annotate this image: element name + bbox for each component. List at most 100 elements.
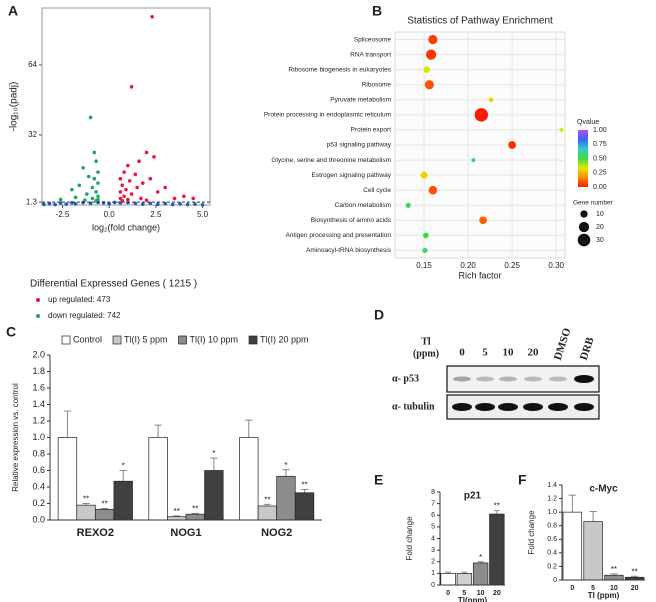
point <box>135 185 139 190</box>
point <box>96 194 100 199</box>
treatment-unit: (ppm) <box>413 348 439 359</box>
bar <box>239 437 259 521</box>
legend-label: Tl(I) 5 ppm <box>124 334 168 344</box>
y-tick-label: 1.4 <box>547 482 557 489</box>
bubble <box>420 171 428 179</box>
bar <box>562 511 583 581</box>
legend-label: up regulated: 473 <box>48 295 111 304</box>
bubble <box>474 108 489 122</box>
y-tick-label: 0.6 <box>32 465 45 475</box>
y-tick-label: 0 <box>431 582 435 589</box>
legend-swatch <box>178 335 187 345</box>
y-tick-label: 7 <box>431 500 435 507</box>
point <box>193 202 197 206</box>
legend-label: Tl(I) 20 ppm <box>260 334 309 344</box>
legend-label: Control <box>73 334 102 344</box>
y-tick-label: 32 <box>28 130 37 139</box>
y-tick-label: 1.0 <box>547 509 557 516</box>
point <box>126 197 130 202</box>
size-legend-marker <box>577 233 591 247</box>
x-tick-label: 10 <box>610 585 618 592</box>
point <box>172 196 177 201</box>
point <box>163 185 167 190</box>
point <box>64 202 69 206</box>
size-legend-marker <box>578 221 590 233</box>
y-tick-label: Glycine, serine and threonine metabolism <box>271 157 391 164</box>
bubble <box>422 247 428 254</box>
bar <box>440 573 456 586</box>
point <box>122 170 126 174</box>
size-legend-label: 30 <box>596 237 604 244</box>
point <box>77 183 82 188</box>
y-axis-label: Relative expression vs. control <box>11 383 20 492</box>
y-tick-label: 5 <box>431 524 435 531</box>
point <box>122 194 126 199</box>
bar <box>489 513 505 586</box>
row-label: α- tubulin <box>392 401 435 412</box>
x-axis-label: Rich factor <box>458 270 501 280</box>
point <box>85 192 89 196</box>
legend-swatch <box>61 335 71 345</box>
y-tick-label: 0.4 <box>32 481 45 491</box>
significance-label: * <box>212 449 215 458</box>
point <box>94 198 98 203</box>
bar <box>57 437 78 521</box>
y-tick-label: Pyruvate metabolism <box>330 97 391 104</box>
point <box>118 190 123 194</box>
bubble <box>488 97 494 103</box>
point <box>96 170 100 174</box>
y-axis-label: Fold change <box>405 516 414 561</box>
bar <box>456 573 473 586</box>
point <box>126 163 130 168</box>
bar <box>148 437 168 521</box>
point <box>144 150 149 155</box>
size-legend-label: 10 <box>596 211 604 218</box>
y-tick-label: Biosynthesis of amino acids <box>311 217 392 224</box>
point <box>58 197 63 202</box>
point <box>101 201 106 205</box>
y-tick-label: Estrogen signaling pathway <box>312 172 392 179</box>
bar <box>583 521 603 581</box>
x-tick-label: 5.0 <box>197 210 209 219</box>
y-tick-label: 0.8 <box>32 448 45 458</box>
point <box>90 185 95 190</box>
y-tick-label: 1.4 <box>32 399 45 409</box>
x-tick-label: 20 <box>631 585 639 592</box>
significance-label: ** <box>83 495 89 504</box>
chart-title: Statistics of Pathway Enrichment <box>407 16 553 27</box>
y-tick-label: 0.0 <box>32 514 45 524</box>
significance-label: ** <box>174 507 180 516</box>
panel-letter: F <box>518 472 527 488</box>
point <box>155 202 160 207</box>
y-tick-label: 1.6 <box>32 382 45 392</box>
panel-letter: B <box>372 3 382 19</box>
chart-title: p21 <box>464 491 482 502</box>
y-tick-label: 0.4 <box>547 550 557 557</box>
bubble <box>559 127 564 132</box>
point <box>94 190 98 194</box>
bubble <box>479 216 487 225</box>
plot-frame <box>41 7 211 206</box>
y-tick-label: 0.8 <box>547 523 557 530</box>
point <box>141 181 145 185</box>
x-tick-label: 0 <box>570 585 574 592</box>
y-tick-label: 1.3 <box>26 197 38 206</box>
bar <box>185 513 205 521</box>
x-tick-label: 20 <box>493 590 501 597</box>
treatment-label: Tl <box>421 336 431 347</box>
point <box>120 198 125 203</box>
y-tick-label: RNA transport <box>350 51 391 58</box>
row-label: α- p53 <box>392 373 419 384</box>
x-tick-label: 10 <box>477 590 485 597</box>
point <box>133 172 138 177</box>
legend-label: down regulated: 742 <box>48 311 121 320</box>
x-tick-label: 5 <box>462 590 466 597</box>
significance-label: ** <box>301 481 307 490</box>
point <box>86 174 91 179</box>
colorbar <box>578 130 588 187</box>
point <box>155 190 160 194</box>
point <box>152 155 156 159</box>
x-tick-label: 0 <box>446 590 450 597</box>
x-tick-label: 0.0 <box>104 210 116 219</box>
bar <box>276 475 296 521</box>
